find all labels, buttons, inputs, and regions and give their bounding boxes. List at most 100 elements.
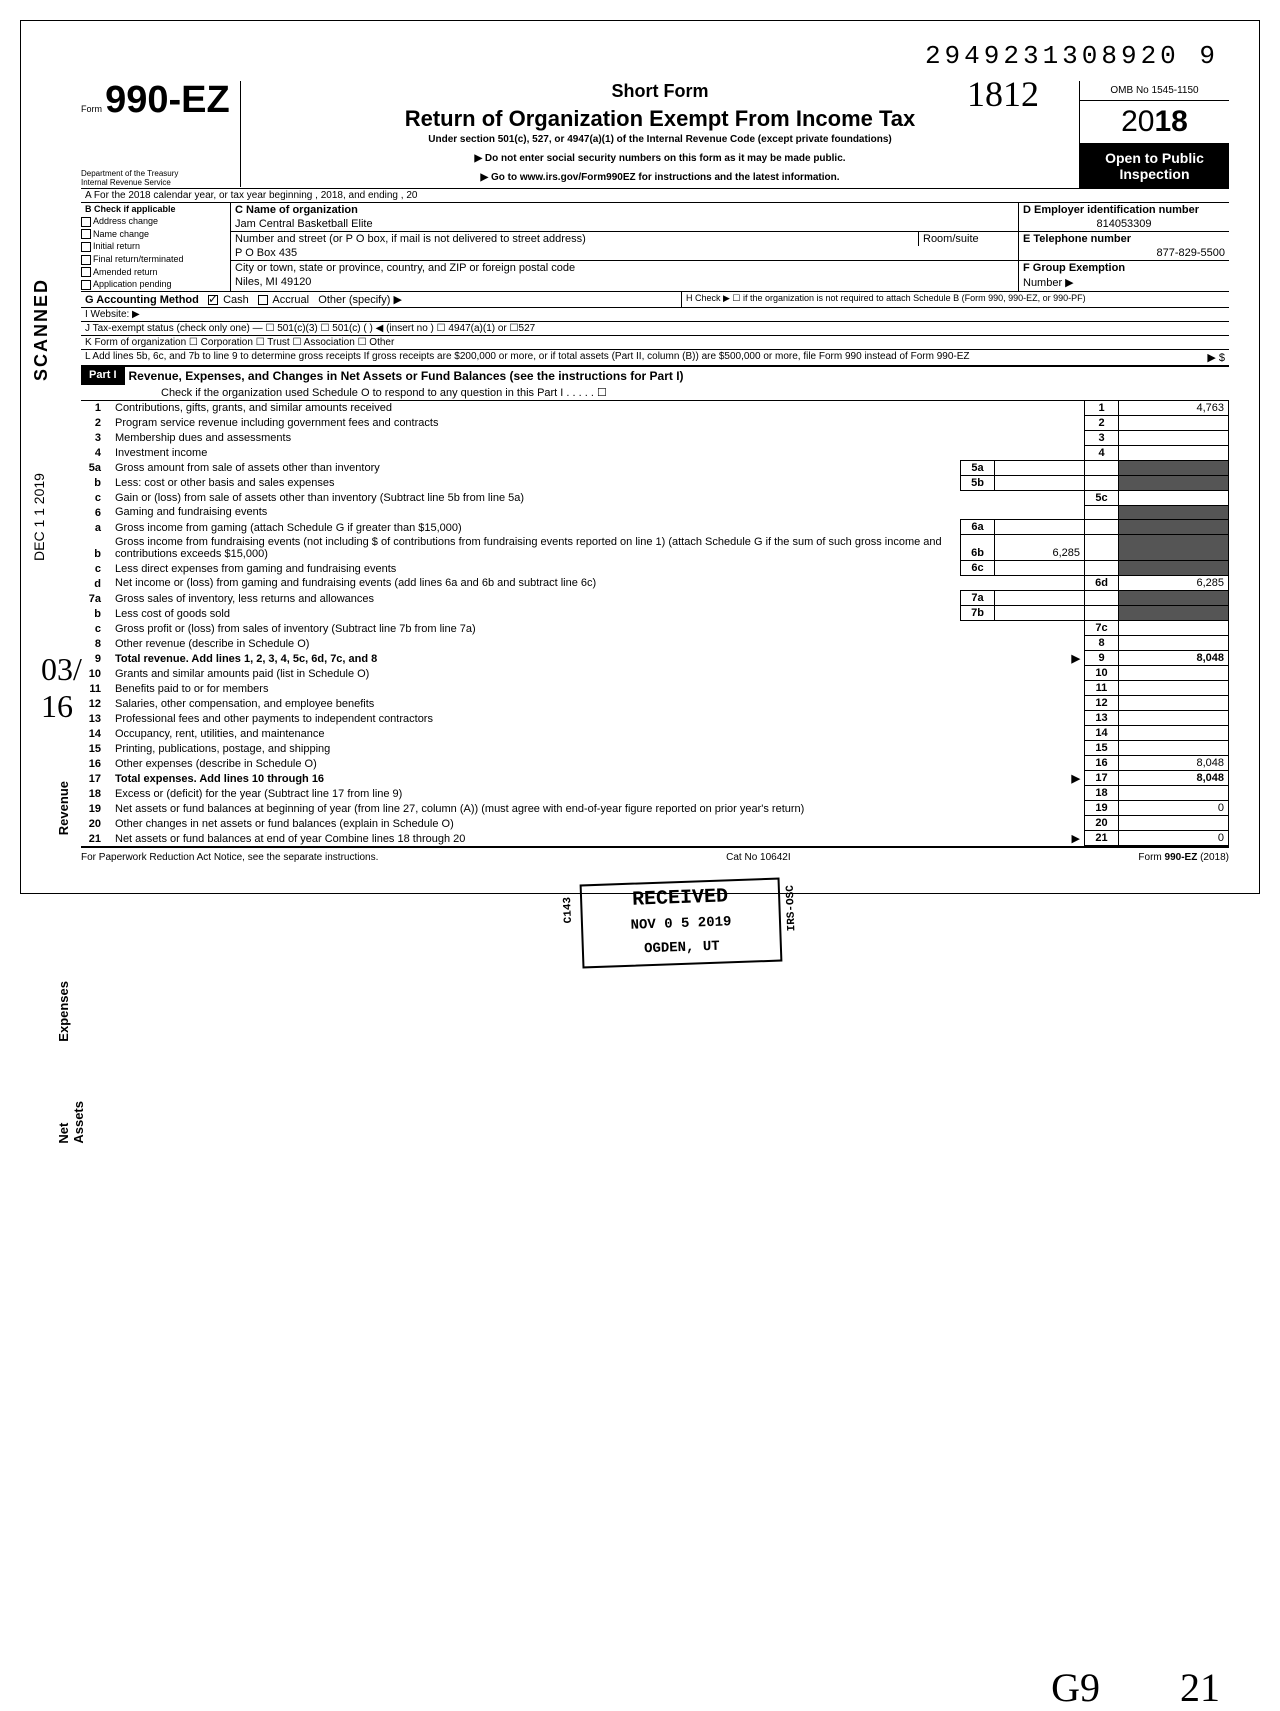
l-arrow: ▶ $ <box>1129 350 1229 365</box>
stamp-received-text: RECEIVED <box>632 885 729 911</box>
year-prefix: 20 <box>1121 105 1154 138</box>
form-header: Form 990-EZ Department of the TreasuryIn… <box>81 81 1229 188</box>
line-19: 19Net assets or fund balances at beginni… <box>81 801 1229 816</box>
line-21: 21Net assets or fund balances at end of … <box>81 831 1229 846</box>
g-label: G Accounting Method <box>85 294 199 306</box>
phone: 877-829-5500 <box>1019 246 1229 260</box>
return-title: Return of Organization Exempt From Incom… <box>249 106 1071 132</box>
scanned-stamp: SCANNED <box>31 278 52 381</box>
l-text: L Add lines 5b, 6c, and 7b to line 9 to … <box>81 350 1129 365</box>
line-6a: aGross income from gaming (attach Schedu… <box>81 520 1229 535</box>
line-2: 2Program service revenue including gover… <box>81 415 1229 430</box>
line-6d: dNet income or (loss) from gaming and fu… <box>81 576 1229 591</box>
scanned-date: DEC 1 1 2019 <box>31 473 47 561</box>
ssn-note: ▶ Do not enter social security numbers o… <box>249 153 1071 164</box>
form-prefix: Form <box>81 104 102 114</box>
chk-app-pending[interactable] <box>81 280 91 290</box>
side-expenses: Expenses <box>56 981 71 1042</box>
footer-mid: Cat No 10642I <box>726 852 791 863</box>
section-b: B Check if applicable Address change Nam… <box>81 203 231 291</box>
b-item-1: Name change <box>93 229 149 239</box>
f-label: F Group Exemption <box>1023 262 1125 274</box>
ein: 814053309 <box>1019 217 1229 231</box>
part1-tag: Part I <box>81 367 125 385</box>
footer-left: For Paperwork Reduction Act Notice, see … <box>81 852 378 863</box>
chk-cash[interactable] <box>208 295 218 305</box>
tax-year: 2018 <box>1080 101 1229 144</box>
line-9: 9Total revenue. Add lines 1, 2, 3, 4, 5c… <box>81 651 1229 666</box>
b-item-3: Final return/terminated <box>93 254 184 264</box>
row-j: J Tax-exempt status (check only one) — ☐… <box>81 321 1229 335</box>
line-5c: cGain or (loss) from sale of assets othe… <box>81 490 1229 505</box>
chk-final-return[interactable] <box>81 255 91 265</box>
line-5b: bLess: cost or other basis and sales exp… <box>81 475 1229 490</box>
b-item-5: Application pending <box>93 279 172 289</box>
scan-id: 2949231308920 9 <box>925 41 1219 71</box>
g-accrual: Accrual <box>272 294 309 306</box>
part1-sub: Check if the organization used Schedule … <box>81 385 1229 400</box>
line-6b: bGross income from fundraising events (n… <box>81 535 1229 561</box>
section-c: C Name of organization Jam Central Baske… <box>231 203 1019 291</box>
b-item-0: Address change <box>93 216 158 226</box>
line-7c: cGross profit or (loss) from sales of in… <box>81 621 1229 636</box>
city-label: City or town, state or province, country… <box>231 260 1018 275</box>
form-number: 990-EZ <box>105 79 230 121</box>
side-revenue: Revenue <box>56 781 71 835</box>
line-6c: cLess direct expenses from gaming and fu… <box>81 561 1229 576</box>
form-page: 2949231308920 9 1812 SCANNED DEC 1 1 201… <box>20 20 1260 894</box>
line-20: 20Other changes in net assets or fund ba… <box>81 816 1229 831</box>
line-18: 18Excess or (deficit) for the year (Subt… <box>81 786 1229 801</box>
b-label: B Check if applicable <box>81 203 230 215</box>
header-right: OMB No 1545-1150 2018 Open to Public Ins… <box>1079 81 1229 188</box>
bcd-block: B Check if applicable Address change Nam… <box>81 202 1229 291</box>
f-number: Number ▶ <box>1019 275 1229 290</box>
c-label: C Name of organization <box>235 204 358 216</box>
room-label: Room/suite <box>918 232 1018 246</box>
line-7b: bLess cost of goods sold7b <box>81 606 1229 621</box>
stamp-location: OGDEN, UT <box>644 939 720 958</box>
scan-sub: 1812 <box>967 73 1039 115</box>
line-4: 4Investment income4 <box>81 445 1229 460</box>
header-center: Short Form Return of Organization Exempt… <box>241 81 1079 183</box>
line-13: 13Professional fees and other payments t… <box>81 711 1229 726</box>
chk-address-change[interactable] <box>81 217 91 227</box>
line-17: 17Total expenses. Add lines 10 through 1… <box>81 771 1229 786</box>
line-5a: 5aGross amount from sale of assets other… <box>81 460 1229 475</box>
chk-amended[interactable] <box>81 267 91 277</box>
section-d: D Employer identification number 8140533… <box>1019 203 1229 291</box>
org-city: Niles, MI 49120 <box>231 275 1018 289</box>
b-item-2: Initial return <box>93 241 140 251</box>
row-g: G Accounting Method Cash Accrual Other (… <box>81 291 1229 307</box>
stamp-side2: IRS-OSC <box>785 885 800 932</box>
org-name: Jam Central Basketball Elite <box>231 217 1018 231</box>
omb-number: OMB No 1545-1150 <box>1080 81 1229 101</box>
hand-21: 21 <box>1180 1664 1220 1711</box>
year-bold: 18 <box>1155 105 1188 138</box>
line-10: 10Grants and similar amounts paid (list … <box>81 666 1229 681</box>
line-16: 16Other expenses (describe in Schedule O… <box>81 756 1229 771</box>
line-14: 14Occupancy, rent, utilities, and mainte… <box>81 726 1229 741</box>
part1-header-row: Part I Revenue, Expenses, and Changes in… <box>81 365 1229 385</box>
e-label: E Telephone number <box>1023 233 1131 245</box>
org-address: P O Box 435 <box>231 246 1018 260</box>
part1-title: Revenue, Expenses, and Changes in Net As… <box>125 367 688 385</box>
received-stamp: RECEIVED NOV 0 5 2019 OGDEN, UT C143 IRS… <box>580 878 783 969</box>
g-other: Other (specify) ▶ <box>318 294 402 306</box>
open-to-public: Open to Public Inspection <box>1080 144 1229 188</box>
line-3: 3Membership dues and assessments3 <box>81 430 1229 445</box>
under-section: Under section 501(c), 527, or 4947(a)(1)… <box>249 134 1071 145</box>
line-8: 8Other revenue (describe in Schedule O)8 <box>81 636 1229 651</box>
chk-name-change[interactable] <box>81 229 91 239</box>
chk-initial-return[interactable] <box>81 242 91 252</box>
h-check: H Check ▶ ☐ if the organization is not r… <box>681 292 1229 307</box>
chk-accrual[interactable] <box>258 295 268 305</box>
stamp-date: NOV 0 5 2019 <box>630 914 731 934</box>
form-number-block: Form 990-EZ Department of the TreasuryIn… <box>81 81 241 187</box>
addr-label: Number and street (or P O box, if mail i… <box>231 232 918 246</box>
footer-right: Form 990-EZ (2018) <box>1138 852 1229 863</box>
row-i: I Website: ▶ <box>81 307 1229 321</box>
short-form-label: Short Form <box>249 81 1071 102</box>
line-12: 12Salaries, other compensation, and empl… <box>81 696 1229 711</box>
b-item-4: Amended return <box>93 267 158 277</box>
stamp-side1: C143 <box>562 897 576 924</box>
